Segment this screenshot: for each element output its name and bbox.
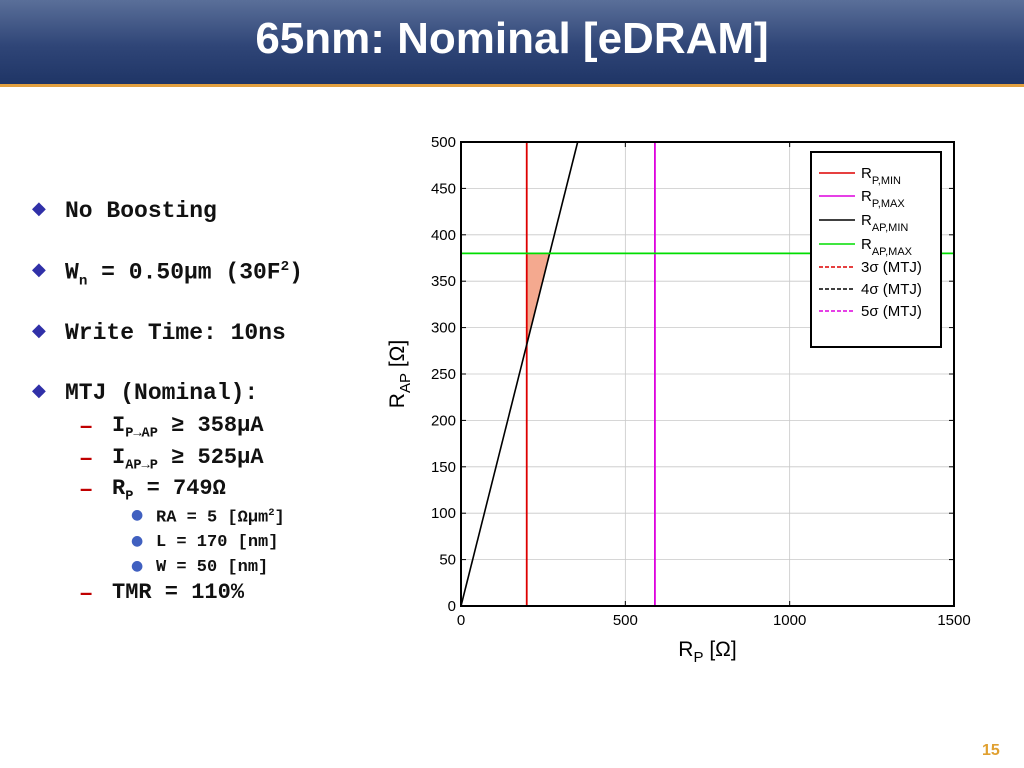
x-axis-label: RP [Ω] — [678, 638, 736, 666]
y-tick-label: 150 — [431, 459, 456, 476]
y-tick-label: 100 — [431, 505, 456, 522]
y-tick-label: 0 — [448, 598, 456, 615]
legend-box — [810, 151, 942, 348]
slide-title: 65nm: Nominal [eDRAM] — [255, 14, 769, 63]
param-ra: RA = 5 [Ωμm2] — [156, 507, 285, 528]
legend-label: 5σ (MTJ) — [861, 303, 922, 320]
x-tick-label: 500 — [613, 612, 638, 629]
legend-label-sub: AP,MIN — [872, 222, 909, 234]
dot-bullet-icon: ● — [131, 558, 144, 574]
legend-label-sub: P,MIN — [872, 175, 901, 187]
sub-bullet-tmr: TMR = 110% — [112, 580, 245, 605]
bullet-no-boosting: No Boosting — [65, 198, 217, 224]
y-tick-label: 300 — [431, 320, 456, 337]
legend-label-sub: AP,MAX — [872, 246, 913, 258]
sub-bullet-dash-icon: – — [80, 580, 93, 605]
y-axis-label: RAP [Ω] — [386, 340, 414, 408]
legend-label-main: R — [861, 212, 872, 229]
dot-bullet-icon: ● — [131, 507, 144, 523]
x-tick-label: 1500 — [937, 612, 970, 629]
title-divider — [0, 84, 1024, 87]
legend-label-main: R — [861, 236, 872, 253]
page-number: 15 — [982, 742, 1000, 759]
legend-label-sub: P,MAX — [872, 198, 905, 210]
y-tick-label: 450 — [431, 180, 456, 197]
legend-label: RAP,MIN — [861, 212, 908, 234]
legend-label: 3σ (MTJ) — [861, 259, 922, 276]
x-axis-label-sub: P — [693, 649, 703, 666]
legend-label-main: 5σ (MTJ) — [861, 303, 922, 320]
sub-bullet-dash-icon: – — [80, 445, 93, 470]
y-tick-label: 500 — [431, 134, 456, 151]
y-axis-label-main: R — [386, 393, 409, 408]
sub-bullet-iap-p: IAP→P ≥ 525μA — [112, 445, 264, 474]
x-axis-label-main: R — [678, 638, 693, 661]
sub-bullet-ip-ap: IP→AP ≥ 358μA — [112, 413, 264, 442]
bullet-wn: Wn = 0.50μm (30F2) — [65, 259, 303, 290]
bullet-diamond-icon: ◆ — [32, 320, 46, 341]
bullet-diamond-icon: ◆ — [32, 198, 46, 219]
x-axis-label-unit: [Ω] — [703, 638, 736, 661]
y-tick-label: 250 — [431, 366, 456, 383]
legend-label-main: 4σ (MTJ) — [861, 281, 922, 298]
legend-label: RP,MIN — [861, 165, 901, 187]
x-tick-label: 0 — [457, 612, 465, 629]
sub-bullet-rp: RP = 749Ω — [112, 476, 226, 505]
sub-bullet-dash-icon: – — [80, 476, 93, 501]
title-bar — [0, 0, 1024, 84]
series-line-ap-min — [460, 141, 579, 607]
y-tick-label: 400 — [431, 227, 456, 244]
legend-label-main: R — [861, 188, 872, 205]
bullet-write-time: Write Time: 10ns — [65, 320, 286, 346]
legend-label-main: R — [861, 165, 872, 182]
legend-label-main: 3σ (MTJ) — [861, 259, 922, 276]
param-l: L = 170 [nm] — [156, 533, 279, 552]
param-w: W = 50 [nm] — [156, 558, 269, 577]
dot-bullet-icon: ● — [131, 533, 144, 549]
bullet-mtj-nominal: MTJ (Nominal): — [65, 380, 259, 406]
rap-vs-rp-chart: 0 500 1000 1500 0 50 100 150 200 250 300 350 400 450 5… — [386, 134, 971, 666]
sub-bullet-dash-icon: – — [80, 413, 93, 438]
y-axis-label-unit: [Ω] — [386, 340, 409, 373]
x-tick-label: 1000 — [773, 612, 806, 629]
y-axis-label-sub: AP — [397, 373, 414, 393]
bullet-diamond-icon: ◆ — [32, 259, 46, 280]
y-tick-label: 350 — [431, 273, 456, 290]
legend-label: RAP,MAX — [861, 236, 913, 258]
legend-label: 4σ (MTJ) — [861, 281, 922, 298]
y-tick-label: 50 — [439, 552, 456, 569]
legend-label: RP,MAX — [861, 188, 905, 210]
bullet-diamond-icon: ◆ — [32, 380, 46, 401]
y-tick-label: 200 — [431, 412, 456, 429]
